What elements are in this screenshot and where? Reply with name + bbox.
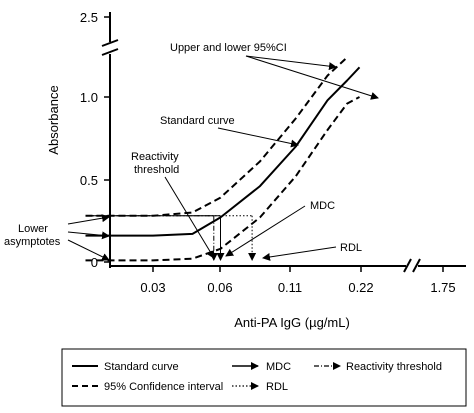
legend-label-reactivity: Reactivity threshold bbox=[346, 361, 442, 373]
annotations: Upper and lower 95%CI Standard curve Rea… bbox=[4, 42, 379, 261]
legend-label-ci: 95% Confidence interval bbox=[104, 381, 223, 393]
legend-box bbox=[61, 348, 467, 407]
y-tick-label: 2.5 bbox=[80, 10, 98, 25]
ci-arrow bbox=[245, 55, 337, 71]
legend-label-standard-curve: Standard curve bbox=[104, 361, 179, 373]
rdl-annotation: RDL bbox=[340, 242, 362, 254]
ci-arrow bbox=[245, 55, 379, 100]
ci-upper-line bbox=[85, 56, 348, 217]
x-axis-break-mark bbox=[412, 258, 421, 273]
ci-annotation: Upper and lower 95%CI bbox=[170, 42, 287, 54]
tick-labels: 2.5 1.0 0.5 0 0.03 0.06 0.11 0.22 1.75 bbox=[80, 10, 456, 295]
ci-lower-line bbox=[85, 96, 360, 262]
y-axis-break-mark bbox=[101, 48, 119, 56]
lower-asymptotes-annotation: asymptotes bbox=[4, 236, 61, 248]
standard-curve-arrow bbox=[217, 127, 299, 148]
y-tick-label: 1.0 bbox=[80, 90, 98, 105]
legend: Standard curve MDC Reactivity threshold … bbox=[61, 348, 467, 407]
x-tick-label: 1.75 bbox=[430, 280, 455, 295]
x-axis-break-mark bbox=[403, 258, 412, 273]
reactivity-annotation: Reactivity bbox=[131, 151, 179, 163]
y-axis-title: Absorbance bbox=[46, 85, 61, 154]
asymptote-arrow bbox=[67, 214, 110, 225]
reactivity-annotation: threshold bbox=[134, 164, 179, 176]
legend-label-mdc: MDC bbox=[266, 361, 291, 373]
y-axis-break-mark bbox=[101, 39, 119, 47]
asymptote-arrow bbox=[67, 231, 110, 240]
x-axis-title: Anti-PA IgG (µg/mL) bbox=[234, 315, 350, 330]
rdl-arrow bbox=[262, 246, 337, 261]
standard-curve-line bbox=[85, 66, 361, 237]
reactivity-arrow bbox=[164, 176, 215, 259]
lower-asymptotes-annotation: Lower bbox=[18, 223, 48, 235]
standard-curve-annotation: Standard curve bbox=[160, 115, 235, 127]
curves bbox=[85, 56, 361, 262]
mdc-annotation: MDC bbox=[310, 200, 335, 212]
x-tick-label: 0.03 bbox=[140, 280, 165, 295]
legend-label-rdl: RDL bbox=[266, 381, 288, 393]
axes bbox=[101, 12, 466, 273]
x-tick-label: 0.22 bbox=[348, 280, 373, 295]
x-tick-label: 0.11 bbox=[278, 280, 302, 295]
mdc-arrow bbox=[225, 205, 306, 257]
asymptote-arrow bbox=[67, 239, 110, 261]
y-tick-label: 0.5 bbox=[80, 173, 98, 188]
x-tick-label: 0.06 bbox=[207, 280, 232, 295]
y-tick-label: 0 bbox=[91, 255, 98, 270]
